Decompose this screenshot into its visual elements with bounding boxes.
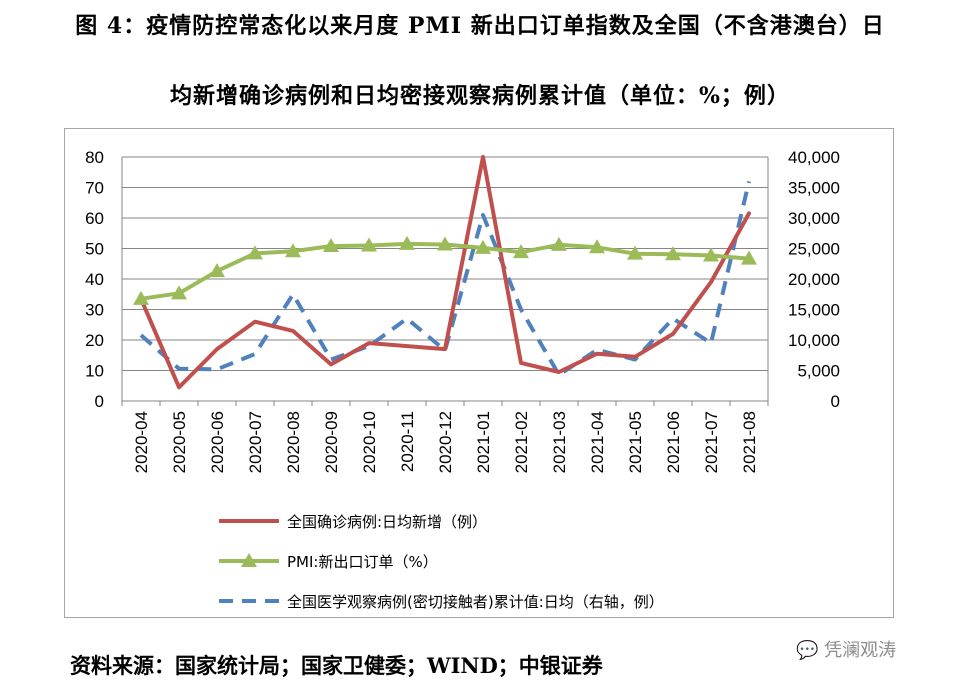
chart-frame [64,128,894,618]
series-marker [209,263,225,278]
y-right-tick-label: 15,000 [788,301,840,320]
series-marker [437,236,453,251]
y-right-tick-label: 0 [831,392,840,411]
x-tick-label: 2021-07 [702,411,721,473]
y-right-tick-label: 30,000 [788,209,840,228]
x-tick-label: 2020-11 [398,411,417,472]
x-tick-label: 2020-12 [436,411,455,473]
series-line-2 [139,180,751,377]
y-right-tick-label: 10,000 [788,331,840,350]
y-right-tick-label: 20,000 [788,270,840,289]
x-tick-label: 2020-08 [284,411,303,473]
y-left-tick-label: 80 [85,148,104,167]
watermark: 💬 凭澜观涛 [796,636,896,662]
source-note: 资料来源：国家统计局；国家卫健委；WIND；中银证券 [70,653,603,678]
legend-marker [241,553,257,567]
x-tick-label: 2021-05 [626,411,645,473]
series-marker [703,247,719,262]
series-marker [665,246,681,261]
x-tick-label: 2020-04 [132,411,151,473]
series-marker [589,239,605,254]
series-marker [475,239,491,254]
x-tick-label: 2021-06 [664,411,683,473]
series-marker [399,235,415,250]
series-marker [513,244,529,259]
y-left-tick-label: 0 [95,392,104,411]
series-marker [627,245,643,260]
x-tick-label: 2021-03 [550,411,569,473]
y-left-tick-label: 70 [85,179,104,198]
y-right-tick-label: 40,000 [788,148,840,167]
series-marker [171,285,187,300]
chart-title-line1: 图 4：疫情防控常态化以来月度 PMI 新出口订单指数及全国（不含港澳台）日 [75,13,885,39]
y-left-tick-label: 10 [85,362,104,381]
wechat-icon: 💬 [796,640,819,661]
series-marker [285,243,301,258]
series-marker [323,238,339,253]
y-left-tick-label: 60 [85,209,104,228]
x-tick-label: 2021-01 [474,411,493,473]
y-right-tick-label: 25,000 [788,240,840,259]
x-tick-label: 2020-10 [360,411,379,473]
series-marker [247,245,263,260]
legend-label: 全国确诊病例:日均新增（例） [287,513,487,531]
x-tick-label: 2020-05 [170,411,189,473]
watermark-text: 凭澜观涛 [824,640,897,661]
series-marker [361,237,377,252]
series-line-1 [139,241,751,301]
series-marker [133,290,149,305]
legend-label: PMI:新出口订单（%） [287,553,438,571]
legend-label: 全国医学观察病例(密切接触者)累计值:日均（右轴，例） [287,593,664,611]
chart-title-line2: 均新增确诊病例和日均密接观察病例累计值（单位：%；例） [170,83,790,109]
x-tick-label: 2020-09 [322,411,341,473]
y-left-tick-label: 30 [85,301,104,320]
y-left-tick-label: 20 [85,331,104,350]
series-marker [741,250,757,265]
series-line-0 [139,155,751,390]
y-right-tick-label: 5,000 [797,362,840,381]
y-left-tick-label: 50 [85,240,104,259]
y-left-tick-label: 40 [85,270,104,289]
x-tick-label: 2021-04 [588,411,607,473]
x-tick-label: 2021-08 [740,411,759,473]
x-tick-label: 2020-07 [246,411,265,473]
x-tick-label: 2021-02 [512,411,531,473]
x-tick-label: 2020-06 [208,411,227,473]
y-right-tick-label: 35,000 [788,179,840,198]
series-marker [551,236,567,251]
